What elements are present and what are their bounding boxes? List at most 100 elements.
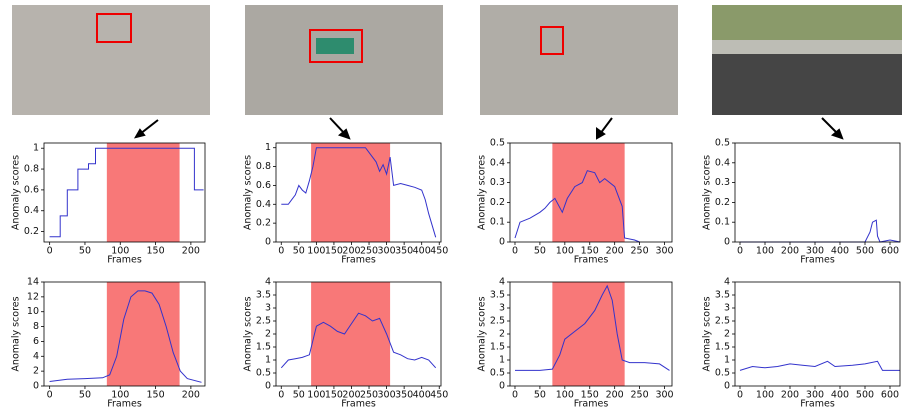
x-tick-label: 0 bbox=[512, 390, 518, 401]
anomaly-span bbox=[107, 143, 180, 242]
y-tick-label: 0.5 bbox=[715, 368, 730, 379]
y-axis-label: Anomaly scores bbox=[243, 296, 254, 371]
x-tick-label: 100 bbox=[556, 246, 574, 257]
y-tick-label: 0.6 bbox=[24, 184, 39, 195]
x-tick-label: 200 bbox=[606, 390, 624, 401]
y-tick-label: 10 bbox=[27, 306, 39, 317]
y-tick-label: 0.6 bbox=[256, 180, 271, 191]
x-tick-label: 50 bbox=[79, 246, 91, 257]
y-tick-label: 2 bbox=[33, 366, 39, 377]
x-tick-label: 200 bbox=[182, 390, 200, 401]
y-tick-label: 4 bbox=[499, 277, 505, 288]
x-tick-label: 500 bbox=[856, 390, 874, 401]
x-tick-label: 50 bbox=[293, 390, 305, 401]
x-tick-label: 200 bbox=[781, 246, 799, 257]
x-axis-label: Frames bbox=[107, 399, 142, 410]
y-tick-label: 0.2 bbox=[256, 218, 271, 229]
y-tick-label: 0.3 bbox=[490, 177, 505, 188]
x-tick-label: 50 bbox=[534, 390, 546, 401]
anomaly-span bbox=[552, 143, 624, 242]
y-tick-label: 0.2 bbox=[24, 226, 39, 237]
x-axis-label: Frames bbox=[341, 399, 376, 410]
x-tick-label: 100 bbox=[756, 390, 774, 401]
y-tick-label: 4 bbox=[724, 277, 730, 288]
x-tick-label: 200 bbox=[182, 246, 200, 257]
y-tick-label: 0 bbox=[33, 381, 39, 392]
x-tick-label: 0 bbox=[512, 246, 518, 257]
x-tick-label: 50 bbox=[293, 246, 305, 257]
x-axis-label: Frames bbox=[800, 399, 835, 410]
x-tick-label: 150 bbox=[146, 246, 164, 257]
x-tick-label: 400 bbox=[413, 390, 431, 401]
frame-image bbox=[245, 5, 443, 115]
x-tick-label: 0 bbox=[47, 390, 53, 401]
y-tick-label: 1.5 bbox=[256, 342, 271, 353]
y-tick-label: 0 bbox=[724, 237, 730, 248]
y-tick-label: 0.2 bbox=[490, 197, 505, 208]
x-axis-label: Frames bbox=[574, 255, 609, 266]
y-tick-label: 0.2 bbox=[715, 197, 730, 208]
y-axis-label: Anomaly scores bbox=[11, 155, 22, 230]
y-tick-label: 2 bbox=[724, 329, 730, 340]
y-tick-label: 4 bbox=[265, 277, 271, 288]
y-axis-label: Anomaly scores bbox=[702, 155, 713, 230]
y-tick-label: 6 bbox=[33, 336, 39, 347]
x-axis-label: Frames bbox=[107, 255, 142, 266]
x-tick-label: 300 bbox=[378, 390, 396, 401]
y-tick-label: 0.5 bbox=[715, 138, 730, 149]
x-axis-label: Frames bbox=[800, 255, 835, 266]
x-tick-label: 250 bbox=[631, 246, 649, 257]
x-tick-label: 450 bbox=[430, 390, 448, 401]
score-line bbox=[740, 361, 900, 370]
y-tick-label: 0.4 bbox=[256, 199, 271, 210]
anomaly-span bbox=[311, 282, 390, 386]
x-tick-label: 200 bbox=[606, 246, 624, 257]
x-tick-label: 300 bbox=[655, 246, 673, 257]
y-tick-label: 0 bbox=[499, 237, 505, 248]
y-tick-label: 1 bbox=[265, 355, 271, 366]
plot-frame bbox=[735, 143, 900, 242]
arrows bbox=[136, 118, 842, 138]
y-tick-label: 1.5 bbox=[490, 342, 505, 353]
y-axis-label: Anomaly scores bbox=[477, 155, 488, 230]
y-tick-label: 1 bbox=[265, 142, 271, 153]
x-axis-label: Frames bbox=[341, 255, 376, 266]
x-tick-label: 50 bbox=[79, 390, 91, 401]
x-axis-label: Frames bbox=[574, 399, 609, 410]
y-tick-label: 0.8 bbox=[256, 161, 271, 172]
y-tick-label: 0.8 bbox=[24, 164, 39, 175]
y-tick-label: 0.1 bbox=[715, 217, 730, 228]
y-tick-label: 0.5 bbox=[490, 138, 505, 149]
y-tick-label: 0.4 bbox=[490, 157, 505, 168]
y-tick-label: 8 bbox=[33, 321, 39, 332]
x-tick-label: 300 bbox=[655, 390, 673, 401]
y-tick-label: 0 bbox=[499, 381, 505, 392]
y-tick-label: 3.5 bbox=[490, 290, 505, 301]
y-tick-label: 12 bbox=[27, 291, 39, 302]
y-tick-label: 2.5 bbox=[256, 316, 271, 327]
y-tick-label: 0.4 bbox=[715, 157, 730, 168]
frame-image bbox=[480, 5, 678, 115]
x-tick-label: 600 bbox=[881, 246, 899, 257]
y-axis-label: Anomaly scores bbox=[243, 155, 254, 230]
figure: 0501001502000.20.40.60.81FramesAnomaly s… bbox=[0, 0, 902, 420]
y-tick-label: 0 bbox=[724, 381, 730, 392]
y-tick-label: 2 bbox=[265, 329, 271, 340]
y-tick-label: 0.1 bbox=[490, 217, 505, 228]
x-tick-label: 350 bbox=[395, 246, 413, 257]
y-axis-label: Anomaly scores bbox=[702, 296, 713, 371]
y-tick-label: 2 bbox=[499, 329, 505, 340]
y-tick-label: 0 bbox=[265, 381, 271, 392]
y-tick-label: 1 bbox=[499, 355, 505, 366]
frame-railing bbox=[712, 40, 902, 54]
y-tick-label: 3.5 bbox=[715, 290, 730, 301]
x-tick-label: 50 bbox=[534, 246, 546, 257]
y-tick-label: 3 bbox=[265, 303, 271, 314]
y-tick-label: 0.5 bbox=[490, 368, 505, 379]
y-tick-label: 0.3 bbox=[715, 177, 730, 188]
y-tick-label: 2.5 bbox=[715, 316, 730, 327]
score-line bbox=[740, 220, 900, 242]
x-tick-label: 250 bbox=[631, 390, 649, 401]
anomaly-span bbox=[311, 143, 390, 242]
y-tick-label: 1.5 bbox=[715, 342, 730, 353]
